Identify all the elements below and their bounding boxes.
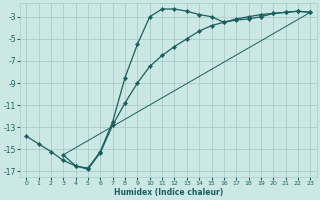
X-axis label: Humidex (Indice chaleur): Humidex (Indice chaleur) xyxy=(114,188,223,197)
